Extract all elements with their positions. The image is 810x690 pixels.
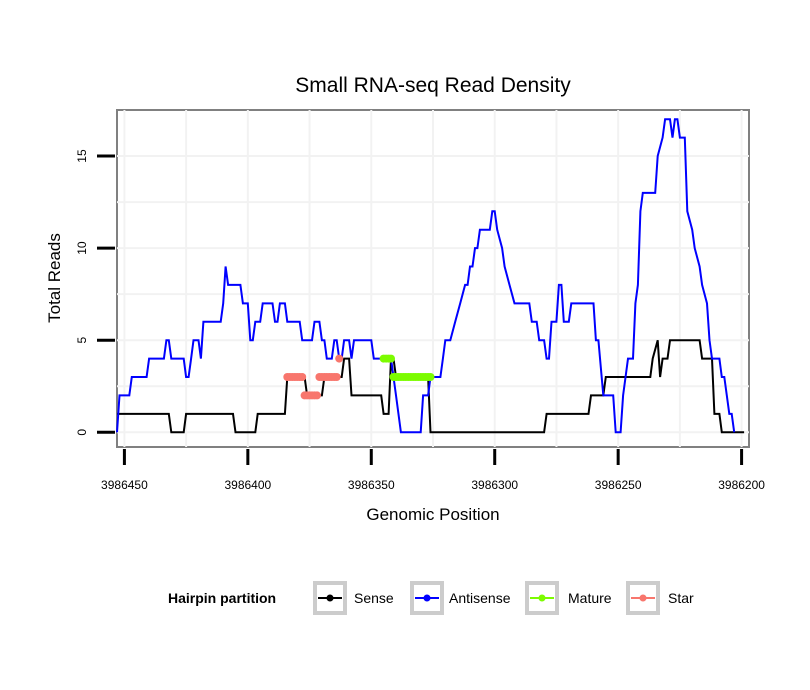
x-tick-label: 3986250 (595, 478, 642, 492)
y-tick-label: 0 (75, 429, 89, 436)
legend-item-star: Star (626, 581, 694, 615)
legend-label: Star (668, 590, 694, 606)
legend-item-antisense: Antisense (410, 581, 511, 615)
y-tick-label: 15 (75, 149, 89, 163)
x-tick-label: 3986350 (348, 478, 395, 492)
point-star (298, 373, 307, 381)
y-axis: 0 5 10 15 (75, 149, 115, 436)
grid (117, 110, 749, 447)
legend-key-point (326, 594, 334, 602)
legend: Hairpin partition Sense Antisense Mature St… (168, 581, 694, 615)
point-star (335, 354, 344, 363)
legend-key-point (538, 594, 546, 602)
x-tick-label: 3986400 (224, 478, 271, 492)
legend-item-sense: Sense (313, 581, 394, 615)
legend-key-point (423, 594, 431, 602)
legend-label: Mature (568, 590, 612, 606)
point-star (313, 391, 321, 400)
chart-title: Small RNA-seq Read Density (295, 74, 571, 97)
y-axis-title: Total Reads (45, 233, 64, 323)
point-mature (426, 373, 435, 381)
point-star (332, 373, 341, 381)
series-layer (116, 118, 745, 434)
series-line-antisense (116, 118, 736, 434)
legend-key-point (639, 594, 647, 602)
y-tick-label: 10 (75, 241, 89, 255)
x-tick-label: 3986300 (471, 478, 518, 492)
x-tick-label: 3986200 (718, 478, 765, 492)
x-axis: 3986450 3986400 3986350 3986300 3986250 39862… (101, 449, 765, 492)
y-tick-label: 5 (75, 337, 89, 344)
x-axis-title: Genomic Position (366, 505, 499, 524)
legend-label: Antisense (449, 590, 511, 606)
point-mature (387, 354, 395, 363)
legend-title: Hairpin partition (168, 590, 276, 606)
legend-label: Sense (354, 590, 394, 606)
x-tick-label: 3986450 (101, 478, 148, 492)
legend-item-mature: Mature (525, 581, 612, 615)
